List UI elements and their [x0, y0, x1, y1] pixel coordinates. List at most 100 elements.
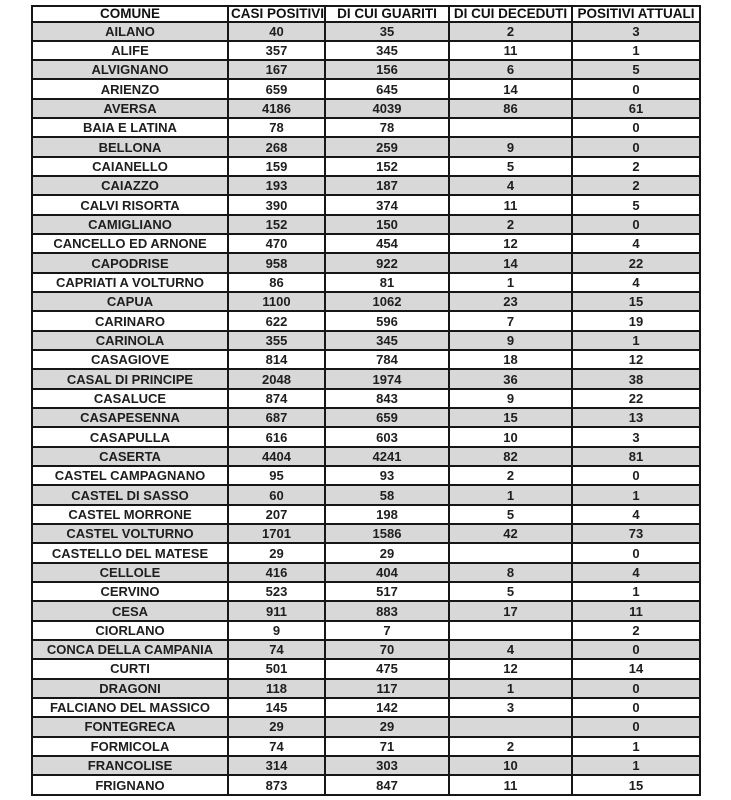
- cell-comune: CAPRIATI A VOLTURNO: [31, 271, 229, 294]
- cell-di-cui-guariti: 784: [324, 349, 450, 371]
- cell-positivi-attuali: 0: [571, 677, 701, 700]
- cell-casi-positivi: 152: [227, 213, 326, 236]
- cell-di-cui-guariti: 1974: [324, 368, 450, 390]
- cell-di-cui-guariti: 922: [324, 252, 450, 274]
- cell-positivi-attuali: 0: [571, 213, 701, 236]
- cell-di-cui-guariti: 645: [324, 78, 450, 100]
- cell-positivi-attuali: 0: [571, 78, 701, 100]
- cell-comune: CONCA DELLA CAMPANIA: [31, 638, 229, 661]
- cell-di-cui-deceduti: 2: [448, 20, 573, 42]
- cell-positivi-attuali: 81: [571, 445, 701, 468]
- table-row: CIORLANO 9 7 2: [31, 619, 701, 642]
- table-row: AVERSA 4186 4039 86 61: [31, 97, 701, 120]
- cell-di-cui-deceduti: 1: [448, 677, 573, 700]
- cell-di-cui-deceduti: 10: [448, 754, 573, 777]
- cell-comune: BELLONA: [31, 136, 229, 158]
- cell-positivi-attuali: 0: [571, 542, 701, 564]
- table-row: CURTI 501 475 12 14: [31, 658, 701, 680]
- table-row: FRANCOLISE 314 303 10 1: [31, 754, 701, 777]
- cell-positivi-attuali: 73: [571, 523, 701, 545]
- column-header-positivi-attuali: POSITIVI ATTUALI: [571, 5, 701, 23]
- cell-di-cui-deceduti: 3: [448, 696, 573, 719]
- table-row: CAIANELLO 159 152 5 2: [31, 155, 701, 178]
- cell-comune: ARIENZO: [31, 78, 229, 100]
- cell-comune: CAMIGLIANO: [31, 213, 229, 236]
- cell-di-cui-guariti: 883: [324, 600, 450, 622]
- cell-positivi-attuali: 1: [571, 484, 701, 506]
- table-row: CONCA DELLA CAMPANIA 74 70 4 0: [31, 638, 701, 661]
- cell-casi-positivi: 4186: [227, 97, 326, 120]
- cell-di-cui-deceduti: [448, 716, 573, 738]
- cell-di-cui-deceduti: 12: [448, 233, 573, 255]
- cell-casi-positivi: 314: [227, 754, 326, 777]
- cell-di-cui-guariti: 659: [324, 407, 450, 429]
- cell-di-cui-guariti: 454: [324, 233, 450, 255]
- table-row: FRIGNANO 873 847 11 15: [31, 774, 701, 796]
- table-row: BAIA E LATINA 78 78 0: [31, 117, 701, 139]
- cell-di-cui-guariti: 596: [324, 310, 450, 332]
- cell-comune: CESA: [31, 600, 229, 622]
- cell-casi-positivi: 167: [227, 59, 326, 81]
- cell-comune: CAPODRISE: [31, 252, 229, 274]
- cell-casi-positivi: 207: [227, 503, 326, 526]
- cell-di-cui-deceduti: 23: [448, 291, 573, 313]
- cell-di-cui-guariti: 345: [324, 329, 450, 352]
- cell-comune: FORMICOLA: [31, 735, 229, 757]
- cell-di-cui-guariti: 152: [324, 155, 450, 178]
- cell-di-cui-deceduti: 11: [448, 39, 573, 62]
- cell-di-cui-guariti: 78: [324, 117, 450, 139]
- cell-di-cui-guariti: 29: [324, 716, 450, 738]
- cell-positivi-attuali: 4: [571, 271, 701, 294]
- cell-positivi-attuali: 1: [571, 754, 701, 777]
- cell-positivi-attuali: 0: [571, 465, 701, 487]
- table-row: CASAPULLA 616 603 10 3: [31, 426, 701, 448]
- cell-di-cui-deceduti: 11: [448, 774, 573, 796]
- cell-di-cui-deceduti: 5: [448, 580, 573, 603]
- cell-comune: CALVI RISORTA: [31, 194, 229, 216]
- table-row: CASTEL VOLTURNO 1701 1586 42 73: [31, 523, 701, 545]
- table-row: CAPODRISE 958 922 14 22: [31, 252, 701, 274]
- cell-di-cui-guariti: 404: [324, 561, 450, 584]
- cell-casi-positivi: 523: [227, 580, 326, 603]
- cell-positivi-attuali: 1: [571, 735, 701, 757]
- cell-positivi-attuali: 15: [571, 774, 701, 796]
- cell-di-cui-deceduti: 15: [448, 407, 573, 429]
- cell-di-cui-deceduti: 36: [448, 368, 573, 390]
- cell-casi-positivi: 60: [227, 484, 326, 506]
- cell-comune: DRAGONI: [31, 677, 229, 700]
- cell-casi-positivi: 4404: [227, 445, 326, 468]
- cell-di-cui-guariti: 1586: [324, 523, 450, 545]
- cell-comune: CASTEL VOLTURNO: [31, 523, 229, 545]
- cell-di-cui-deceduti: 9: [448, 329, 573, 352]
- cell-di-cui-guariti: 150: [324, 213, 450, 236]
- table-row: CASAL DI PRINCIPE 2048 1974 36 38: [31, 368, 701, 390]
- cell-positivi-attuali: 1: [571, 580, 701, 603]
- table-row: ALVIGNANO 167 156 6 5: [31, 59, 701, 81]
- cell-di-cui-deceduti: 18: [448, 349, 573, 371]
- table-row: CARINOLA 355 345 9 1: [31, 329, 701, 352]
- cell-di-cui-guariti: 475: [324, 658, 450, 680]
- table-row: CESA 911 883 17 11: [31, 600, 701, 622]
- cell-comune: CASERTA: [31, 445, 229, 468]
- cell-positivi-attuali: 12: [571, 349, 701, 371]
- cell-di-cui-guariti: 35: [324, 20, 450, 42]
- cell-casi-positivi: 874: [227, 387, 326, 410]
- cell-casi-positivi: 355: [227, 329, 326, 352]
- cell-positivi-attuali: 3: [571, 426, 701, 448]
- cell-di-cui-deceduti: [448, 619, 573, 642]
- cell-positivi-attuali: 0: [571, 136, 701, 158]
- cell-casi-positivi: 268: [227, 136, 326, 158]
- cell-positivi-attuali: 4: [571, 233, 701, 255]
- cell-di-cui-deceduti: 5: [448, 155, 573, 178]
- table-row: DRAGONI 118 117 1 0: [31, 677, 701, 700]
- cell-casi-positivi: 74: [227, 735, 326, 757]
- cell-casi-positivi: 86: [227, 271, 326, 294]
- cell-di-cui-deceduti: 1: [448, 271, 573, 294]
- cell-positivi-attuali: 5: [571, 194, 701, 216]
- cell-positivi-attuali: 0: [571, 638, 701, 661]
- cell-di-cui-guariti: 29: [324, 542, 450, 564]
- cell-positivi-attuali: 0: [571, 716, 701, 738]
- cell-di-cui-deceduti: 4: [448, 175, 573, 197]
- cell-positivi-attuali: 38: [571, 368, 701, 390]
- table-row: AILANO 40 35 2 3: [31, 20, 701, 42]
